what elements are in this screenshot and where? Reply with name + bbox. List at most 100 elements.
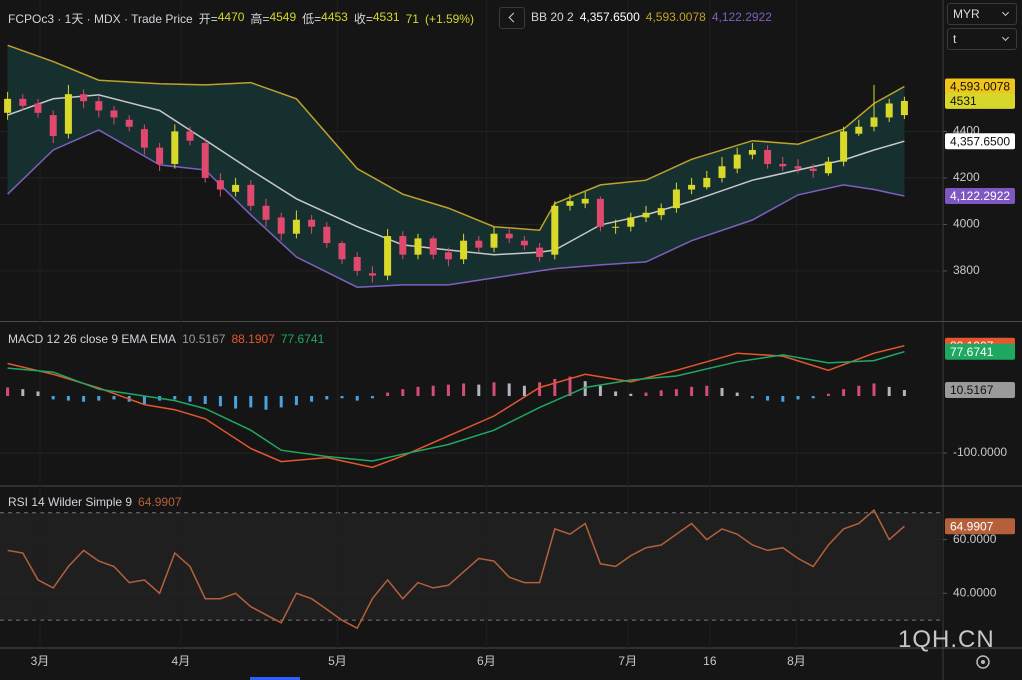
value: 4549 (269, 10, 297, 24)
bb-line (7, 94, 905, 256)
candle-body (460, 240, 468, 260)
label: 高= (250, 12, 270, 26)
histogram-bar (842, 389, 846, 397)
unit: t (953, 32, 957, 46)
scroll-indicator (250, 677, 300, 680)
bb-value: 4,122.2922 (711, 10, 772, 24)
histogram-bar (766, 396, 770, 401)
price-tag-label: 4,593.0078 (950, 80, 1010, 94)
histogram-bar (66, 396, 70, 401)
value: 4531 (372, 10, 400, 24)
hist-value: 10.5167 (182, 332, 226, 346)
settings-icon (976, 655, 990, 669)
candle-body (156, 147, 164, 164)
histogram-bar (112, 396, 116, 400)
candle-body (870, 117, 878, 127)
histogram-bar (370, 396, 374, 399)
histogram-bar (735, 392, 739, 397)
price-tag (945, 343, 1015, 360)
histogram-bar (36, 391, 40, 397)
candle-body (490, 233, 498, 248)
histogram-bar (720, 388, 724, 397)
label: 开= (198, 12, 218, 26)
change: 71 (405, 11, 419, 26)
histogram-bar (234, 396, 238, 409)
candle-body (216, 180, 224, 190)
histogram-bar (750, 396, 754, 399)
price-tag (945, 518, 1015, 535)
candle-body (657, 208, 665, 216)
value: 4453 (321, 10, 348, 24)
x-tick-label: 5月 (328, 654, 347, 668)
candle-body (733, 154, 741, 169)
histogram-bar (492, 382, 496, 397)
histogram-bar (431, 385, 435, 397)
candle-body (384, 236, 392, 276)
histogram-bar (857, 385, 861, 397)
price-tag-label: 77.6741 (950, 345, 994, 359)
candle-body (110, 110, 118, 118)
histogram-bar (264, 396, 268, 410)
histogram-bar (203, 396, 207, 404)
histogram-bar (553, 378, 557, 397)
candle-body (809, 168, 817, 171)
candle-body (794, 166, 802, 169)
candle-body (140, 129, 148, 148)
histogram-bar (598, 385, 602, 397)
candle-body (779, 163, 787, 167)
y-tick-label: 3800 (953, 263, 980, 277)
price-tag (945, 92, 1015, 109)
candle-body (4, 98, 12, 113)
histogram-bar (6, 387, 10, 397)
y-tick-label: 4000 (953, 217, 980, 231)
label: 收= (353, 12, 373, 26)
histogram-bar (887, 386, 891, 397)
ohlc-open: 开= 4470 (199, 10, 245, 27)
histogram-bar (386, 392, 390, 397)
candle-body (855, 126, 863, 134)
candle-body (64, 94, 72, 134)
x-tick-label: 6月 (477, 654, 496, 668)
histogram-bar (310, 396, 314, 402)
histogram-bar (674, 389, 678, 397)
candle-body (596, 198, 604, 227)
histogram-bar (522, 385, 526, 397)
candle-body (262, 205, 270, 220)
candle-body (308, 219, 316, 227)
candle-body (505, 233, 513, 239)
candle-body (581, 198, 589, 204)
candle-body (612, 226, 620, 228)
price-tag-label: 10.5167 (950, 383, 994, 397)
collapse-button[interactable] (499, 7, 525, 29)
histogram-bar (279, 396, 283, 408)
candle-body (475, 240, 483, 248)
histogram-bar (902, 390, 906, 397)
indicator-name: MACD 12 26 close 9 EMA EMA (8, 332, 177, 346)
candle-body (520, 240, 528, 246)
candle-body (688, 184, 696, 190)
price-tag-label: 64.9907 (950, 519, 994, 533)
x-tick-label: 7月 (618, 654, 637, 668)
histogram-bar (218, 396, 222, 407)
symbol-title: FCPOc3 · 1天 · MDX · Trade Price (8, 12, 193, 26)
histogram-bar (826, 393, 830, 397)
histogram-bar (705, 385, 709, 397)
candle-body (353, 256, 361, 271)
histogram-bar (872, 383, 876, 397)
candle-body (201, 143, 209, 178)
y-tick-label: 60.0000 (953, 532, 997, 546)
unit-select[interactable]: t (947, 28, 1017, 50)
currency-select[interactable]: MYR (947, 3, 1017, 25)
ohlc-high: 高= 4549 (250, 10, 296, 27)
signal-value: 77.6741 (280, 332, 325, 346)
candle-body (885, 103, 893, 118)
rsi-legend: RSI 14 Wilder Simple 9 64.9907 (8, 495, 181, 509)
rsi-line (7, 508, 905, 630)
histogram-bar (659, 390, 663, 397)
macd-line (7, 350, 905, 462)
x-tick-label: 8月 (787, 654, 806, 668)
histogram-bar (21, 389, 25, 397)
candle-body (125, 119, 133, 127)
change-pct: (+1.59%) (424, 11, 474, 26)
